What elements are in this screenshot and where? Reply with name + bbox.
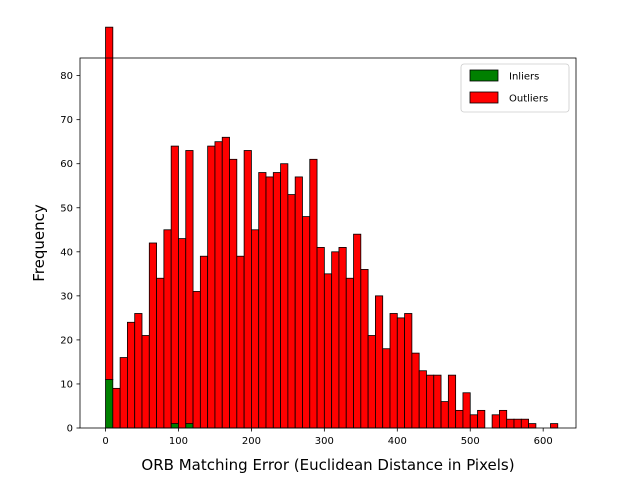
y-tick-label-20: 20 [60,335,73,346]
bar-outliers-510 [477,409,486,429]
bar-outliers-250 [287,194,296,429]
legend-swatch-inliers [469,69,499,82]
bar-outliers-20 [119,357,128,429]
bar-outliers-290 [316,247,325,429]
x-tick-label-600: 600 [534,436,553,447]
y-tick-label-30: 30 [60,291,73,302]
x-axis-label: ORB Matching Error (Euclidean Distance i… [141,456,514,474]
bar-outliers-210 [258,172,267,429]
bar-outliers-540 [499,409,508,429]
bar-outliers-50 [141,335,150,429]
bar-outliers-460 [440,401,449,429]
bar-outliers-60 [148,242,157,429]
y-tick-label-0: 0 [67,424,73,435]
y-tick-label-50: 50 [60,203,73,214]
bar-inliers-0 [105,379,114,429]
bar-outliers-240 [280,163,289,429]
x-tick-label-100: 100 [169,436,188,447]
bar-outliers-410 [404,313,413,429]
bar-outliers-420 [411,352,420,429]
bar-outliers-390 [389,313,398,429]
x-axis-ticks: 0 100 200 300 400 500 600 [102,428,553,447]
y-tick-label-10: 10 [60,379,73,390]
x-tick-label-400: 400 [388,436,407,447]
bar-inliers-110 [185,423,194,429]
bar-outliers-0 [105,26,114,380]
bar-outliers-380 [382,348,391,429]
y-tick-label-60: 60 [60,159,73,170]
bar-outliers-190 [243,150,252,429]
bar-outliers-140 [207,145,216,429]
bar-outliers-170 [229,158,238,429]
bars-group [105,26,559,429]
bar-outliers-270 [302,216,311,429]
legend: Inliers Outliers [460,63,570,113]
bar-outliers-610 [550,423,559,429]
legend-label-inliers: Inliers [509,72,539,83]
x-tick-label-200: 200 [242,436,261,447]
bar-outliers-530 [491,414,500,429]
bar-outliers-10 [112,387,121,429]
y-axis-label: Frequency [30,204,48,282]
bar-outliers-470 [447,374,457,429]
y-axis-ticks: 0 10 20 30 40 50 60 70 80 [60,71,80,435]
bar-outliers-120 [192,291,201,429]
bar-outliers-330 [345,277,354,429]
bar-outliers-30 [127,321,136,429]
bar-outliers-80 [163,229,172,429]
x-tick-label-0: 0 [102,436,108,447]
bar-outliers-340 [353,233,362,429]
bar-outliers-400 [396,317,405,429]
bar-outliers-370 [375,295,384,429]
bar-outliers-300 [323,273,333,429]
bar-outliers-440 [426,374,435,429]
bar-outliers-580 [528,423,537,429]
y-tick-label-70: 70 [60,115,73,126]
bar-outliers-40 [134,313,143,429]
bar-outliers-230 [272,172,281,429]
legend-swatch-outliers [469,91,499,104]
plot-frame [79,57,577,429]
bar-outliers-90 [170,145,179,424]
y-tick-label-80: 80 [60,71,73,82]
bar-outliers-320 [338,247,347,429]
y-tick-label-40: 40 [60,247,73,258]
bar-outliers-280 [309,158,318,429]
bar-outliers-570 [520,418,529,429]
bar-outliers-360 [367,335,376,429]
bar-outliers-100 [178,238,187,429]
bar-outliers-160 [221,136,230,429]
bar-outliers-200 [251,229,260,429]
bar-outliers-550 [506,418,515,429]
bar-inliers-90 [170,423,179,429]
bar-outliers-220 [265,176,274,429]
bar-outliers-500 [469,414,478,429]
bar-outliers-560 [513,418,522,429]
bar-outliers-110 [185,150,194,424]
bar-outliers-260 [294,176,303,429]
bar-outliers-310 [331,251,340,429]
x-tick-label-500: 500 [461,436,480,447]
bar-outliers-430 [418,370,427,429]
x-tick-label-300: 300 [315,436,334,447]
bar-outliers-70 [156,277,165,429]
legend-label-outliers: Outliers [509,94,548,105]
bar-outliers-130 [199,255,209,429]
bar-outliers-350 [360,269,369,429]
bar-outliers-480 [455,409,464,429]
bar-outliers-490 [462,392,471,429]
bar-outliers-150 [214,141,223,429]
bar-outliers-180 [236,255,245,429]
bar-outliers-450 [433,374,442,429]
